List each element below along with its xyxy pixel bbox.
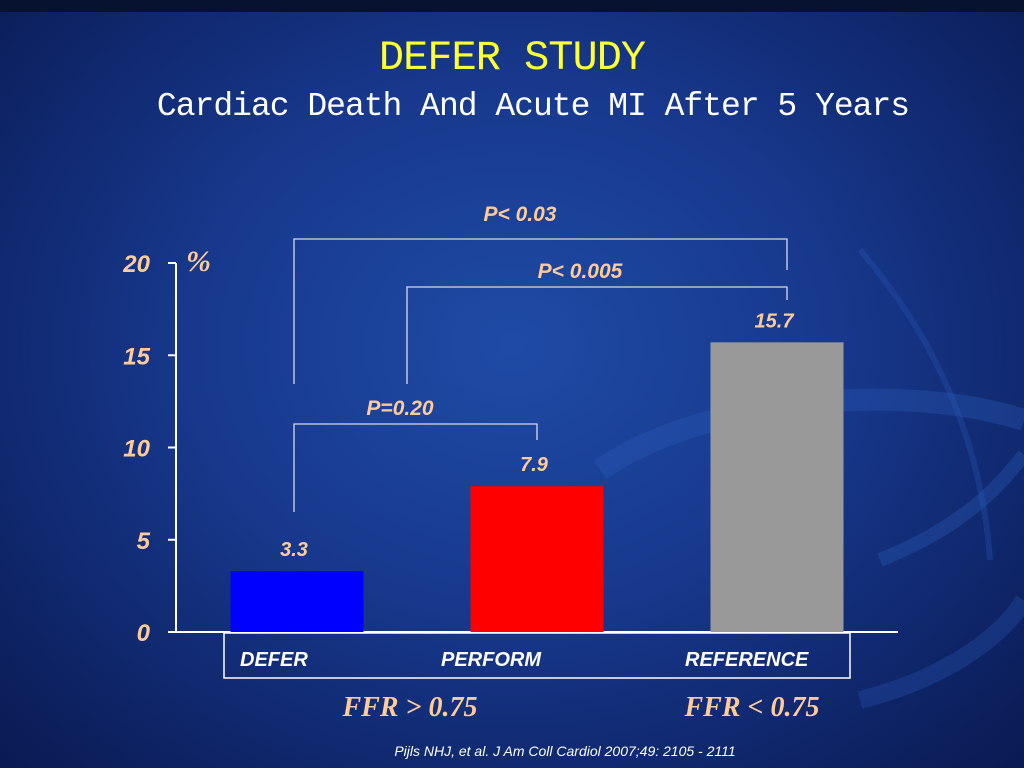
p-value-label: P< 0.03 (484, 203, 557, 226)
bar-perform (470, 486, 604, 632)
top-bar (0, 0, 1024, 12)
category-label: DEFER (240, 649, 308, 671)
category-label-box (223, 632, 851, 679)
y-axis-unit-label: % (186, 245, 211, 278)
data-label: 7.9 (520, 454, 549, 476)
p-value-label: P< 0.005 (538, 260, 623, 283)
slide-title: DEFER STUDY (378, 34, 646, 82)
comparison-bracket (406, 286, 788, 384)
bar-chart: 0 5 10 15 20 % 3.3 7.9 15.7 DEFER PERFORM REFERENCE… (122, 203, 851, 723)
p-value-label: P=0.20 (366, 397, 433, 420)
y-tick-label: 10 (123, 436, 150, 463)
y-tick-label: 5 (137, 528, 151, 555)
y-tick-label: 0 (137, 620, 151, 647)
comparison-bracket (293, 423, 538, 512)
category-label: REFERENCE (685, 649, 809, 671)
bar-defer (230, 571, 364, 632)
comparison-bracket (293, 238, 788, 384)
category-label: PERFORM (441, 649, 542, 671)
y-tick-label: 20 (122, 251, 150, 278)
bar-reference (710, 342, 844, 632)
group-label: FFR < 0.75 (684, 692, 820, 723)
data-label: 3.3 (280, 539, 308, 561)
group-label: FFR > 0.75 (342, 692, 478, 723)
slide-subtitle: Cardiac Death And Acute MI After 5 Years (156, 88, 910, 125)
y-tick-label: 15 (123, 343, 150, 370)
data-label: 15.7 (755, 310, 795, 332)
citation: Pijls NHJ, et al. J Am Coll Cardiol 2007… (394, 743, 736, 759)
